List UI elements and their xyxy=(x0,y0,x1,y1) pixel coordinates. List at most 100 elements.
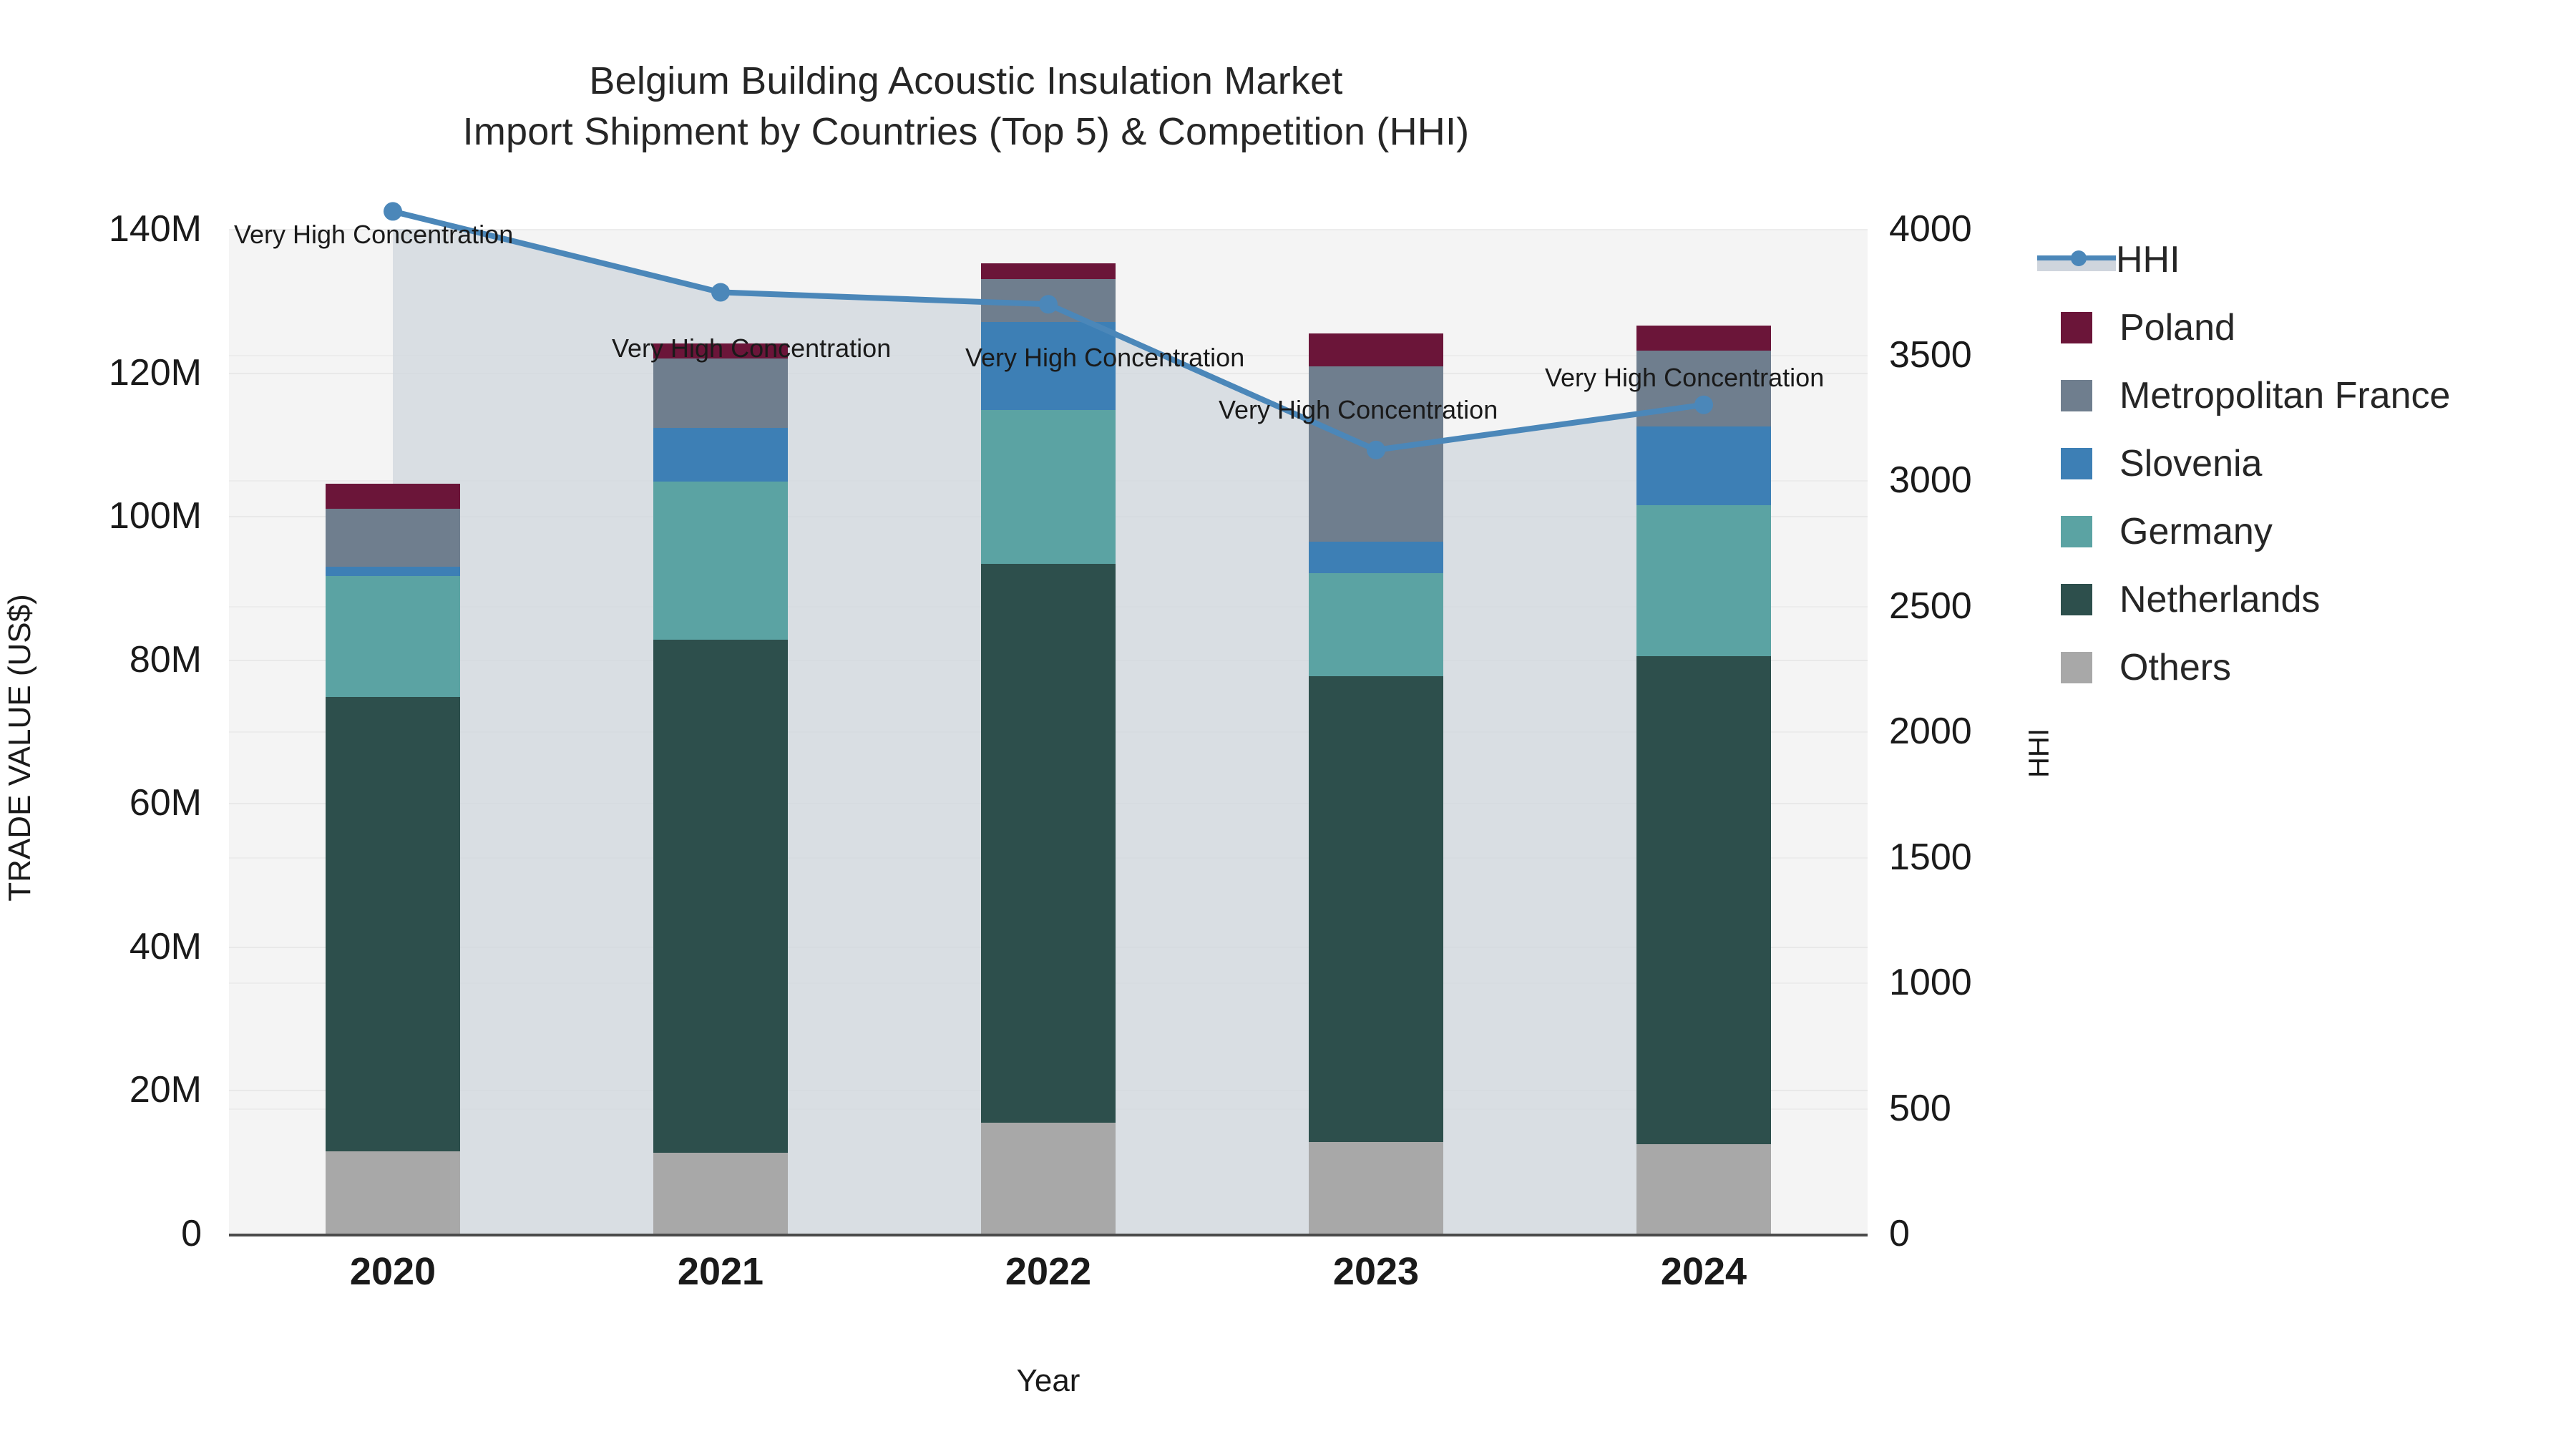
y-axis-right-tick: 3500 xyxy=(1889,333,1972,376)
y-axis-right-label: HHI xyxy=(2023,728,2055,778)
y-axis-right: 0 500 1000 1500 2000 2500 3000 3500 4000 xyxy=(1875,0,2089,1449)
chart-title: Belgium Building Acoustic Insulation Mar… xyxy=(589,59,1343,102)
bar-segment[interactable] xyxy=(1309,333,1443,366)
bar-segment[interactable] xyxy=(981,409,1116,565)
bar-group[interactable] xyxy=(1636,229,1771,1234)
concentration-annotation: Very High Concentration xyxy=(1545,363,1825,392)
bar-group[interactable] xyxy=(653,229,788,1234)
x-axis-line xyxy=(229,1234,1868,1236)
bar-segment[interactable] xyxy=(326,484,460,509)
legend-label: Metropolitan France xyxy=(2119,374,2451,416)
y-axis-right-tick: 3000 xyxy=(1889,459,1972,501)
bar-segment[interactable] xyxy=(1309,542,1443,574)
legend-color-swatch xyxy=(2061,651,2092,683)
bar-segment[interactable] xyxy=(981,1122,1116,1234)
bar-segment[interactable] xyxy=(981,564,1116,1123)
y-axis-right-tick: 2500 xyxy=(1889,585,1972,627)
chart-legend: HHI Poland Metropolitan France Slovenia Germ… xyxy=(2037,225,2562,701)
bar-group[interactable] xyxy=(326,229,460,1234)
y-axis-left-label: TRADE VALUE (US$) xyxy=(2,594,37,902)
concentration-annotation: Very High Concentration xyxy=(1219,395,1498,424)
legend-item[interactable]: HHI xyxy=(2037,225,2562,293)
bar-segment[interactable] xyxy=(653,343,788,358)
bar-segment[interactable] xyxy=(653,1152,788,1234)
legend-label: Slovenia xyxy=(2119,442,2263,484)
bar-segment[interactable] xyxy=(326,696,460,1151)
x-axis-tick: 2023 xyxy=(1332,1250,1420,1293)
legend-item[interactable]: Others xyxy=(2061,633,2562,701)
concentration-annotation: Very High Concentration xyxy=(234,220,514,249)
hhi-data-point[interactable] xyxy=(1694,395,1713,414)
bar-group[interactable] xyxy=(981,229,1116,1234)
legend-item[interactable]: Slovenia xyxy=(2061,429,2562,497)
bar-segment[interactable] xyxy=(1636,426,1771,506)
legend-color-swatch xyxy=(2061,311,2092,343)
hhi-line-svg xyxy=(384,202,1713,459)
bar-segment[interactable] xyxy=(1636,505,1771,656)
legend-color-swatch xyxy=(2061,583,2092,615)
hhi-data-point[interactable] xyxy=(1039,295,1058,314)
legend-line-marker xyxy=(2071,250,2087,266)
annotations-layer: Very High Concentration Very High Concent… xyxy=(229,222,1868,1234)
hhi-data-point[interactable] xyxy=(384,202,402,221)
y-axis-right-tick: 2000 xyxy=(1889,711,1972,752)
x-axis-tick: 2020 xyxy=(349,1250,436,1293)
legend-item[interactable]: Netherlands xyxy=(2061,565,2562,633)
hhi-line-layer xyxy=(229,202,1868,1234)
bar-segment[interactable] xyxy=(653,482,788,640)
hhi-data-point[interactable] xyxy=(711,283,730,302)
y-axis-right-tick: 4000 xyxy=(1889,208,1972,250)
bar-segment[interactable] xyxy=(1309,675,1443,1142)
bar-segment[interactable] xyxy=(1636,1143,1771,1234)
x-axis-tick: 2024 xyxy=(1660,1250,1747,1293)
stacked-bars-layer xyxy=(229,229,1868,1234)
legend-label: Poland xyxy=(2119,306,2235,348)
bar-segment[interactable] xyxy=(1309,1141,1443,1234)
bar-segment[interactable] xyxy=(653,427,788,482)
legend-color-swatch xyxy=(2061,379,2092,411)
hhi-data-point[interactable] xyxy=(1367,440,1385,459)
bar-segment[interactable] xyxy=(653,639,788,1153)
y-axis-right-tick: 500 xyxy=(1889,1087,1951,1129)
bar-segment[interactable] xyxy=(326,567,460,577)
bar-segment[interactable] xyxy=(326,1151,460,1234)
y-axis-right-tick: 1000 xyxy=(1889,962,1972,1003)
bar-segment[interactable] xyxy=(981,263,1116,280)
bar-segment[interactable] xyxy=(326,509,460,567)
x-axis-tick: 2021 xyxy=(677,1250,764,1293)
legend-label: Netherlands xyxy=(2119,578,2321,620)
y-axis-left-tick: 0 xyxy=(181,1213,202,1254)
legend-label: HHI xyxy=(2116,238,2180,280)
x-axis-ticks: 2020 2021 2022 2023 2024 xyxy=(229,1252,1868,1317)
y-axis-left-tick: 20M xyxy=(129,1069,202,1111)
legend-item[interactable]: Poland xyxy=(2061,293,2562,361)
legend-item[interactable]: Metropolitan France xyxy=(2061,361,2562,429)
bar-segment[interactable] xyxy=(1309,573,1443,676)
concentration-annotation: Very High Concentration xyxy=(965,343,1245,372)
concentration-annotation: Very High Concentration xyxy=(612,333,892,363)
x-axis-label: Year xyxy=(1016,1363,1080,1398)
y-axis-left-tick: 60M xyxy=(129,782,202,824)
gridline-secondary xyxy=(229,229,1868,230)
y-axis-left-tick: 80M xyxy=(129,638,202,680)
y-axis-right-tick: 1500 xyxy=(1889,836,1972,878)
legend-color-swatch xyxy=(2061,447,2092,479)
y-axis-left-tick: 140M xyxy=(108,208,202,250)
bar-segment[interactable] xyxy=(1636,326,1771,351)
legend-color-swatch xyxy=(2061,515,2092,547)
bar-segment[interactable] xyxy=(653,358,788,428)
legend-label: Germany xyxy=(2119,510,2273,552)
chart-subtitle: Import Shipment by Countries (Top 5) & C… xyxy=(462,110,1470,154)
legend-item[interactable]: Germany xyxy=(2061,497,2562,565)
legend-line-icon xyxy=(2037,244,2116,275)
bar-segment[interactable] xyxy=(326,576,460,697)
plot-area: Very High Concentration Very High Concent… xyxy=(229,202,1868,1235)
bar-segment[interactable] xyxy=(1636,655,1771,1144)
chart-title-block: Belgium Building Acoustic Insulation Mar… xyxy=(0,56,1932,158)
x-axis-tick: 2022 xyxy=(1005,1250,1092,1293)
y-axis-left-tick: 120M xyxy=(108,351,202,394)
y-axis-left-tick: 100M xyxy=(108,495,202,537)
y-axis-left: 0 20M 40M 60M 80M 100M 120M 140M xyxy=(0,0,215,1449)
bar-segment[interactable] xyxy=(981,322,1116,410)
